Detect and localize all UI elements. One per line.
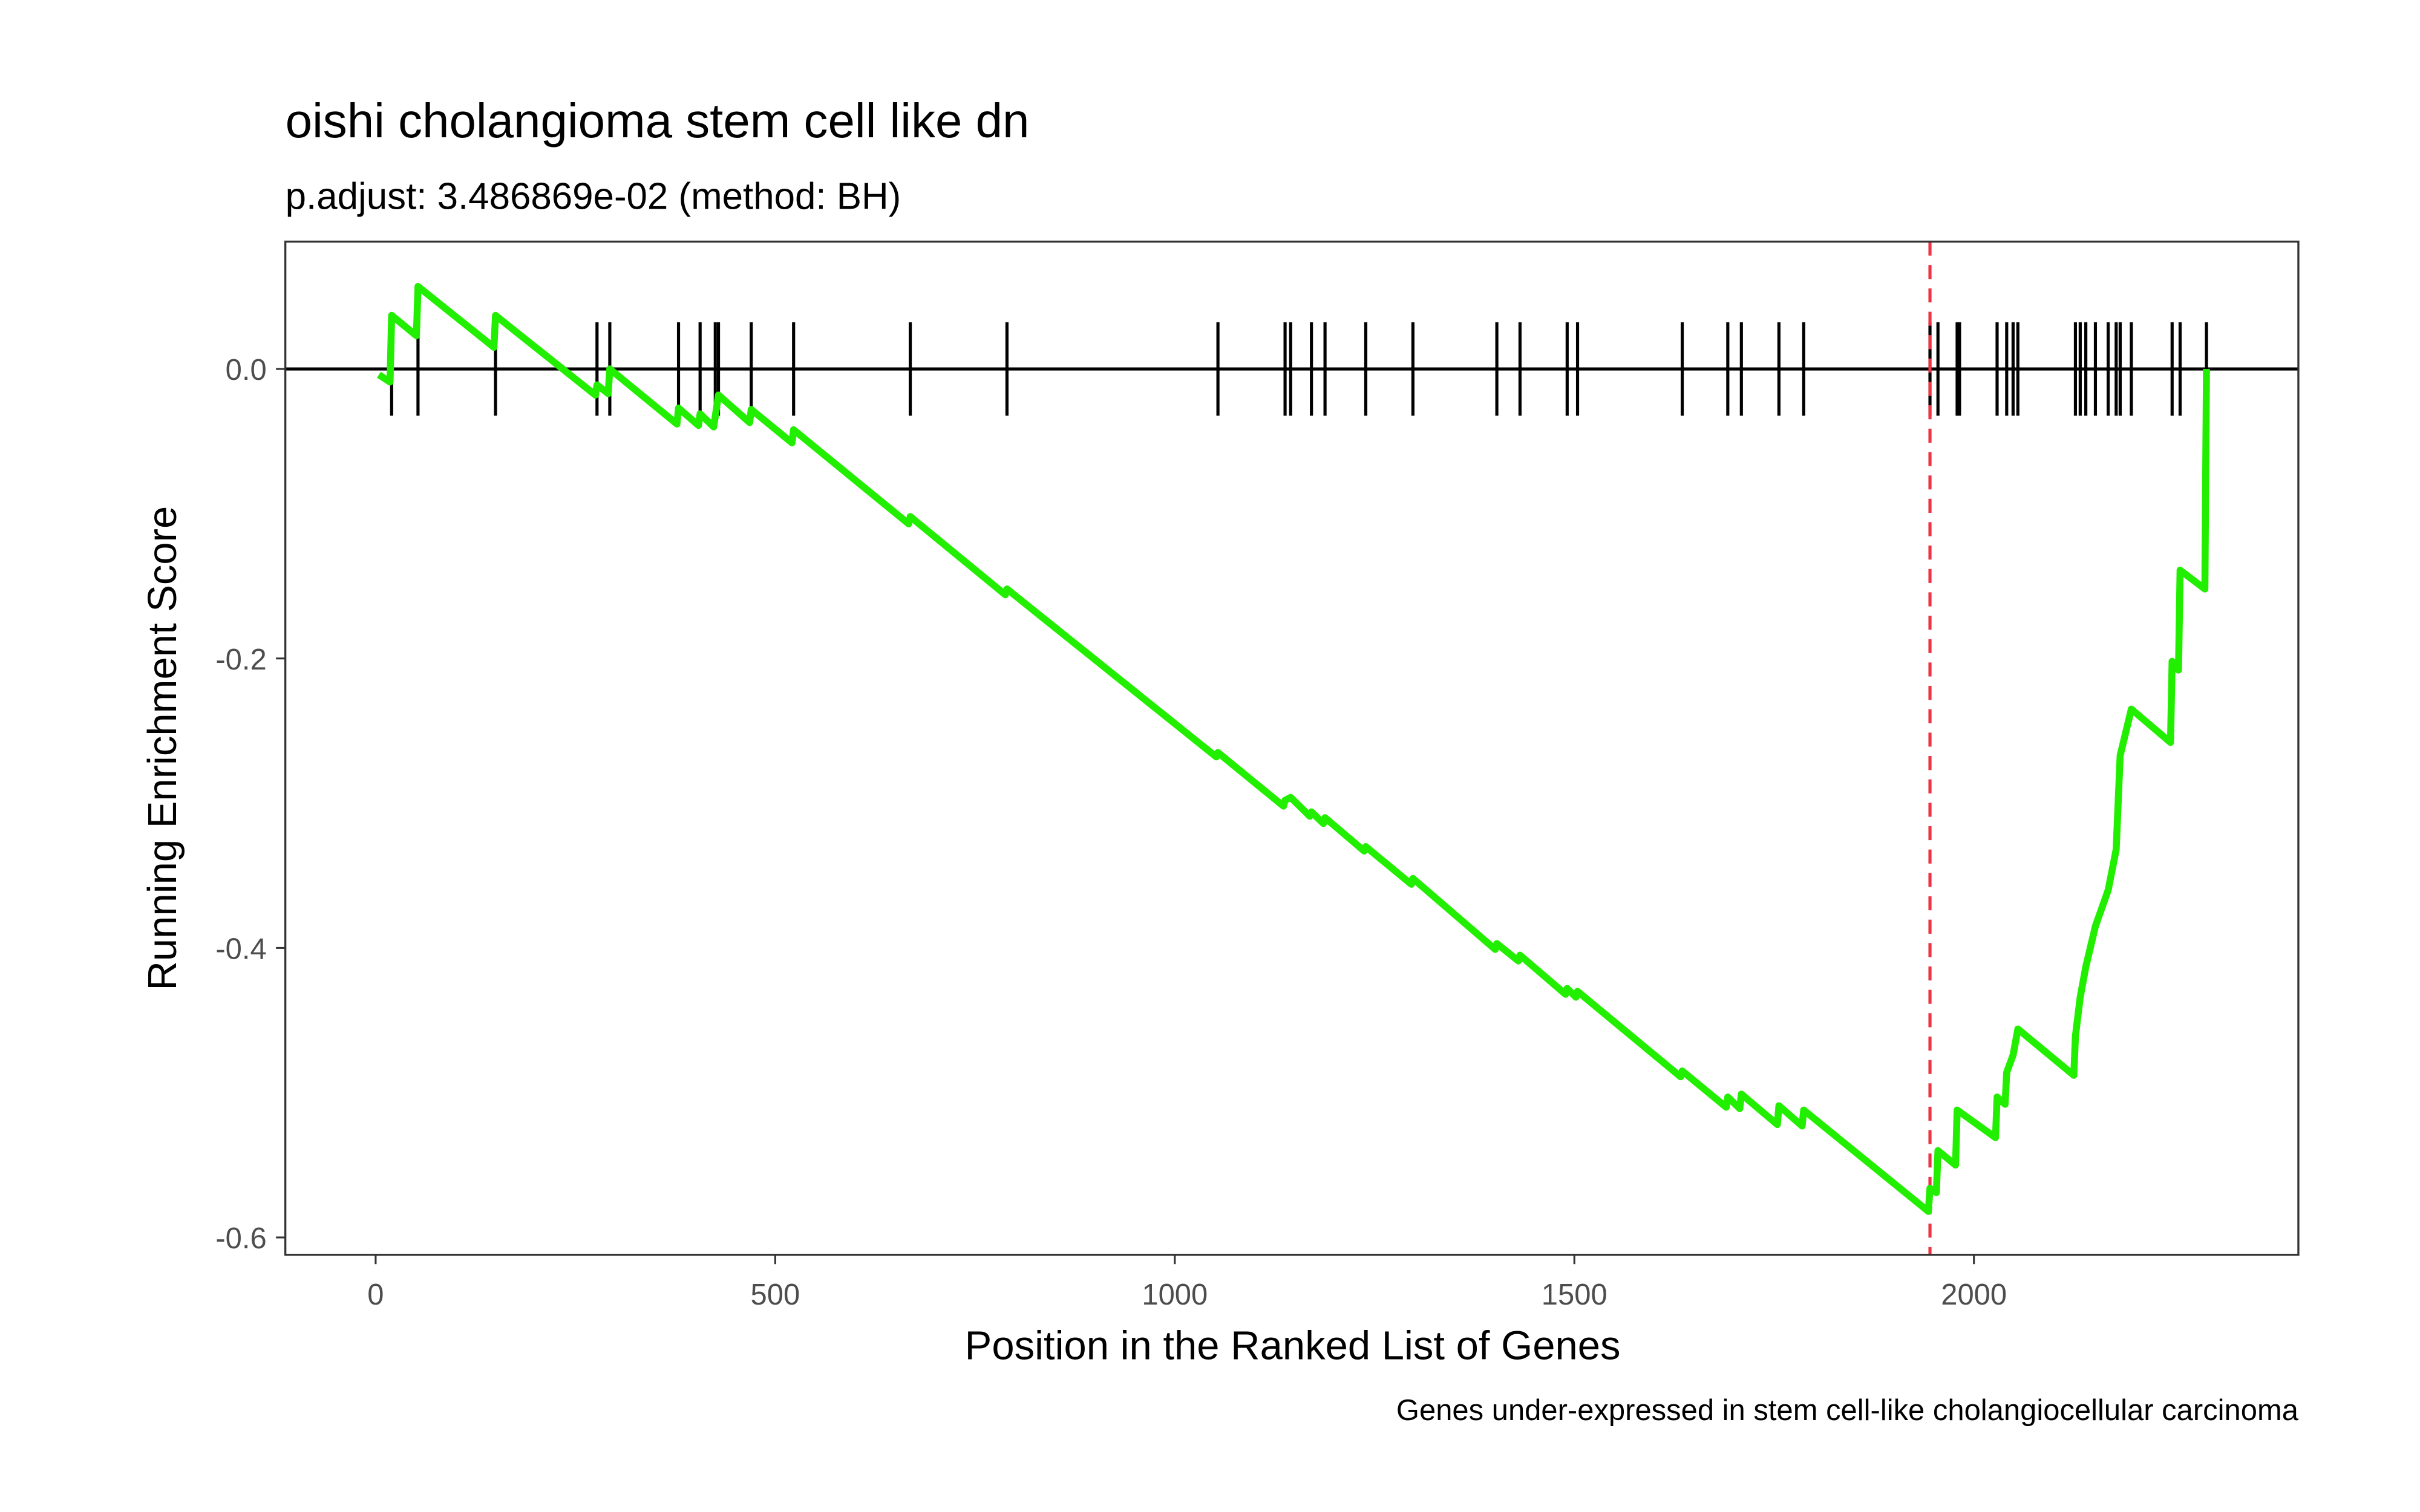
- x-axis-label: Position in the Ranked List of Genes: [965, 1323, 1621, 1368]
- x-tick-label: 500: [751, 1279, 800, 1311]
- y-tick-label: 0.0: [226, 354, 267, 386]
- y-axis-label: Running Enrichment Score: [140, 506, 185, 991]
- x-tick-label: 1500: [1542, 1279, 1607, 1311]
- plot-panel: [284, 240, 2300, 1256]
- chart-title: oishi cholangioma stem cell like dn: [286, 94, 1030, 148]
- caption: Genes under-expressed in stem cell-like …: [1396, 1394, 2299, 1427]
- y-tick-label: -0.2: [215, 644, 266, 676]
- x-tick-label: 0: [367, 1279, 384, 1311]
- chart-subtitle: p.adjust: 3.486869e-02 (method: BH): [286, 175, 901, 217]
- y-tick-label: -0.4: [215, 933, 266, 965]
- x-tick-label: 1000: [1142, 1279, 1208, 1311]
- y-tick-label: -0.6: [215, 1222, 266, 1255]
- x-tick-label: 2000: [1941, 1279, 2007, 1311]
- enrichment-line: [377, 282, 2210, 1215]
